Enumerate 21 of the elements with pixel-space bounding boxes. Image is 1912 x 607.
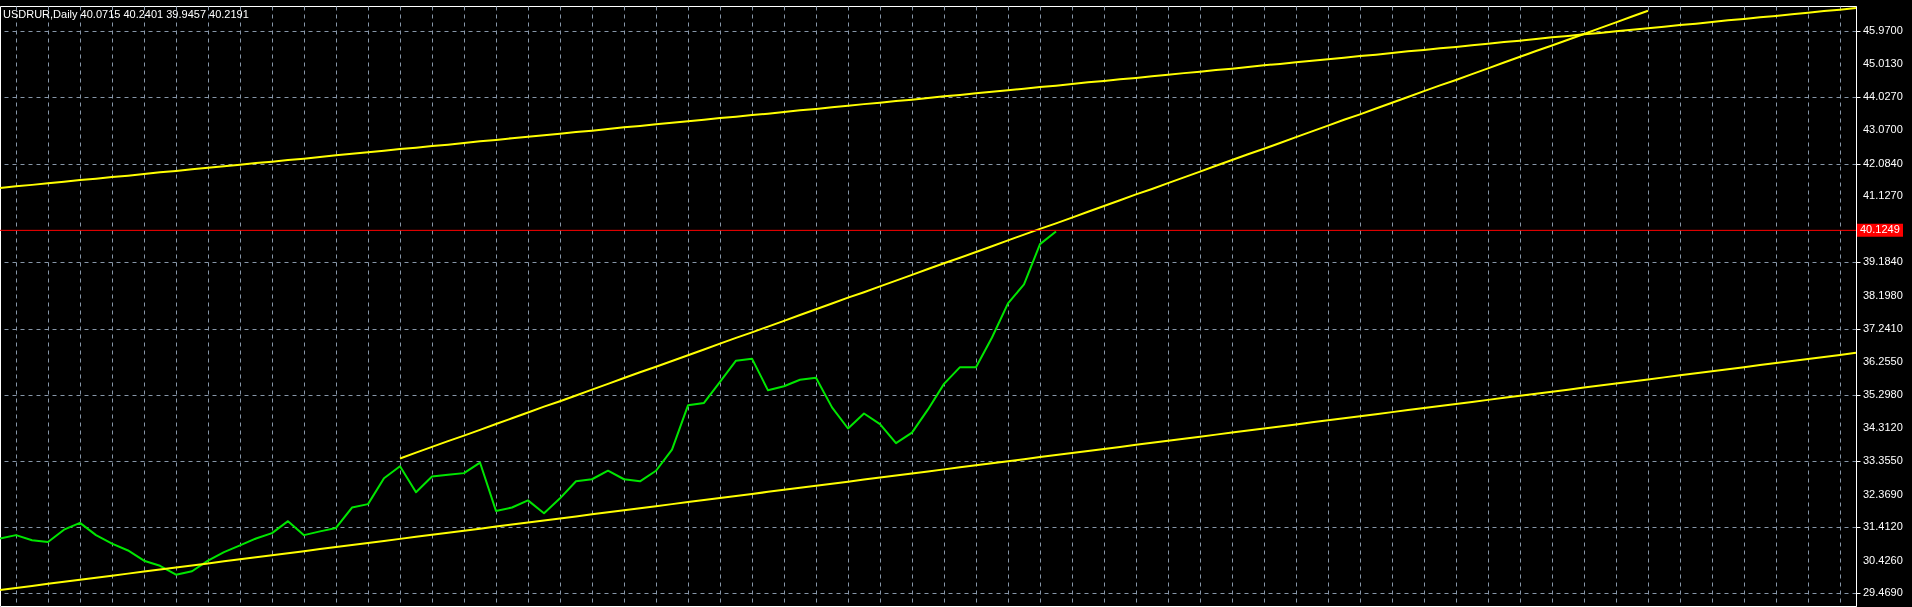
- y-tick-label: 31.4120: [1863, 520, 1903, 533]
- line-series: [0, 230, 1057, 576]
- line-series: [0, 351, 1856, 591]
- ref-line-label: 40.1249: [1860, 223, 1900, 236]
- y-tick-label: 39.1840: [1863, 255, 1903, 268]
- y-tick-label: 43.0700: [1863, 123, 1903, 136]
- y-tick-label: 44.0270: [1863, 90, 1903, 103]
- y-tick-label: 33.3550: [1863, 454, 1903, 467]
- y-tick-label: 32.3690: [1863, 487, 1903, 500]
- y-tick-label: 29.4690: [1863, 586, 1903, 599]
- y-tick-label: 36.2550: [1863, 355, 1903, 368]
- y-tick-label: 38.1980: [1863, 289, 1903, 302]
- y-tick-label: 30.4260: [1863, 553, 1903, 566]
- y-tick-label: 34.3120: [1863, 421, 1903, 434]
- y-tick-label: 35.2980: [1863, 387, 1903, 400]
- chart-title: USDRUR,Daily 40.0715 40.2401 39.9457 40.2191: [3, 8, 249, 20]
- y-tick-label: 45.9700: [1863, 24, 1903, 37]
- y-tick-label: 41.1270: [1863, 189, 1903, 202]
- y-tick-label: 45.0130: [1863, 56, 1903, 69]
- y-tick-label: 37.2410: [1863, 321, 1903, 334]
- y-tick-label: 42.0840: [1863, 156, 1903, 169]
